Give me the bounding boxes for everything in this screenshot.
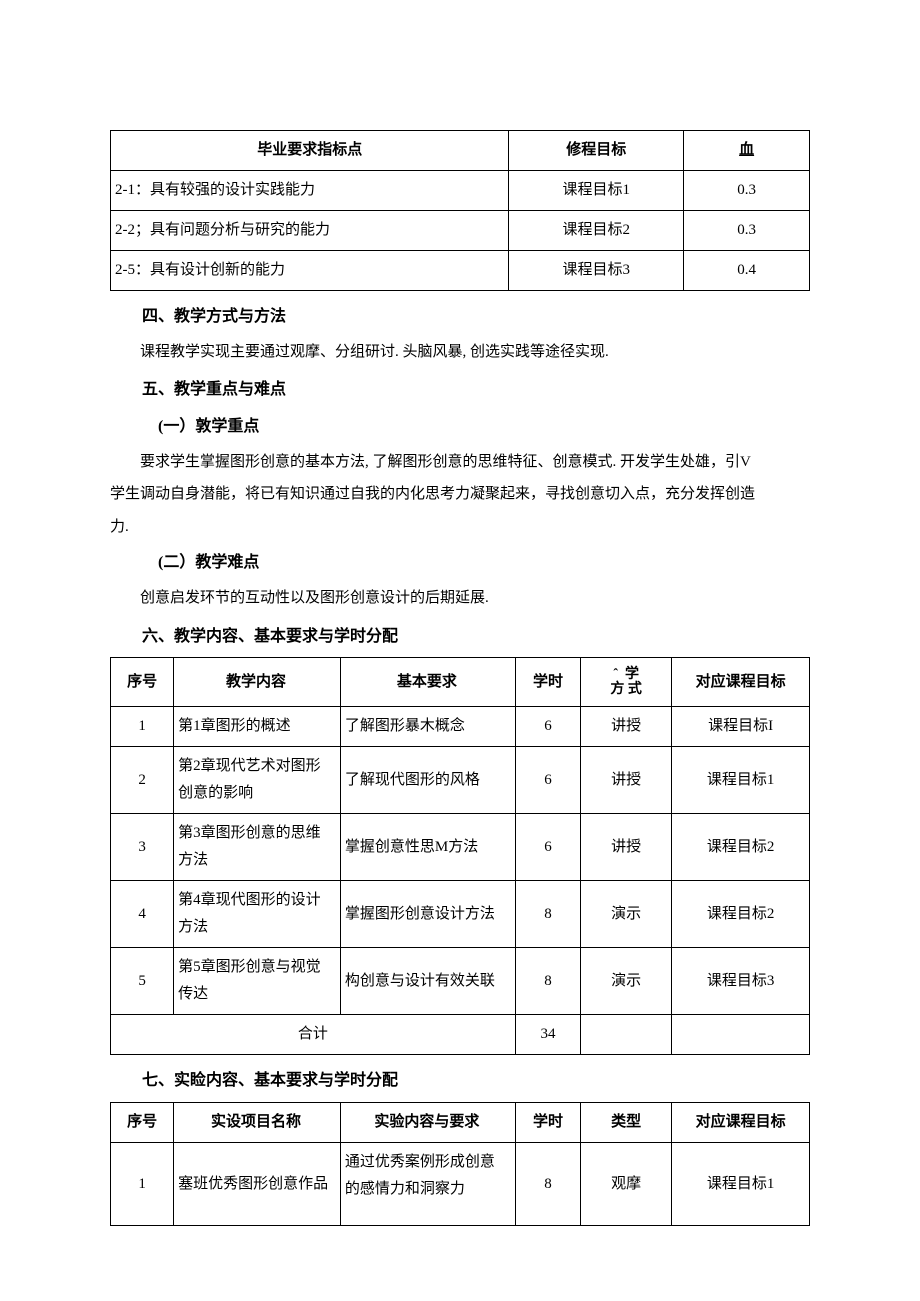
experiment-content-table: 序号 实设项目名称 实验内容与要求 学时 类型 对应课程目标 1 塞班优秀图形创…: [110, 1102, 810, 1226]
cell-req: 掌握图形创意设计方法: [340, 881, 515, 948]
cell-goal: 课程目标I: [672, 707, 810, 747]
header-goal: 对应课程目标: [672, 658, 810, 707]
total-label: 合计: [111, 1015, 516, 1055]
section4-body: 课程教学实现主要通过观摩、分组研讨. 头脑风暴, 创选实践等途径实现.: [110, 338, 810, 367]
cell-method: 演示: [581, 948, 672, 1015]
cell-num: 3: [111, 814, 174, 881]
section5-sub2-body: 创意启发环节的互动性以及图形创意设计的后期延展.: [110, 584, 810, 613]
section6-title: 六、教学内容、基本要求与学时分配: [110, 623, 810, 652]
cell-method: 讲授: [581, 747, 672, 814]
header-hours: 学时: [515, 658, 580, 707]
table-header-row: 毕业要求指标点 修程目标 血: [111, 131, 810, 171]
table-header-row: 序号 实设项目名称 实验内容与要求 学时 类型 对应课程目标: [111, 1103, 810, 1143]
header-weight: 血: [684, 131, 810, 171]
table-total-row: 合计 34: [111, 1015, 810, 1055]
table-header-row: 序号 教学内容 基本要求 学时 ˆ 学 方 式 对应课程目标: [111, 658, 810, 707]
section4-title: 四、教学方式与方法: [110, 303, 810, 332]
cell-content: 第1章图形的概述: [174, 707, 341, 747]
cell-hours: 6: [515, 747, 580, 814]
section5-sub1-body-1: 要求学生掌握图形创意的基本方法, 了解图形创意的思维特征、创意模式. 开发学生处…: [110, 448, 810, 477]
cell-goal: 课程目标3: [509, 251, 684, 291]
cell-goal: 课程目标2: [672, 814, 810, 881]
header-num: 序号: [111, 658, 174, 707]
cell-hours: 8: [515, 1143, 580, 1226]
header-indicator: 毕业要求指标点: [111, 131, 509, 171]
header-req: 实验内容与要求: [340, 1103, 515, 1143]
cell-weight: 0.3: [684, 211, 810, 251]
cell-weight: 0.4: [684, 251, 810, 291]
cell-goal: 课程目标2: [509, 211, 684, 251]
total-empty-method: [581, 1015, 672, 1055]
cell-content: 第4章现代图形的设计方法: [174, 881, 341, 948]
header-method: ˆ 学 方 式: [581, 658, 672, 707]
cell-num: 2: [111, 747, 174, 814]
cell-goal: 课程目标1: [672, 747, 810, 814]
cell-name: 塞班优秀图形创意作品: [174, 1143, 341, 1226]
section5-sub1-title: (一）敦学重点: [110, 413, 810, 442]
section5-title: 五、教学重点与难点: [110, 376, 810, 405]
cell-weight: 0.3: [684, 171, 810, 211]
section5-sub2-title: (二）教学难点: [110, 549, 810, 578]
cell-hours: 8: [515, 881, 580, 948]
cell-method: 讲授: [581, 814, 672, 881]
header-hours: 学时: [515, 1103, 580, 1143]
cell-req: 了解图形暴木概念: [340, 707, 515, 747]
cell-req: 掌握创意性思M方法: [340, 814, 515, 881]
cell-indicator: 2-2；具有问题分析与研究的能力: [111, 211, 509, 251]
table-row: 2-1：具有较强的设计实践能力 课程目标1 0.3: [111, 171, 810, 211]
cell-method: 讲授: [581, 707, 672, 747]
cell-hours: 6: [515, 707, 580, 747]
cell-method: 演示: [581, 881, 672, 948]
cell-goal: 课程目标3: [672, 948, 810, 1015]
cell-indicator: 2-5：具有设计创新的能力: [111, 251, 509, 291]
section7-title: 七、实睑内容、基本要求与学时分配: [110, 1067, 810, 1096]
cell-content: 第2章现代艺术对图形创意的影响: [174, 747, 341, 814]
cell-req: 通过优秀案例形成创意的感情力和洞察力: [340, 1143, 515, 1226]
cell-num: 1: [111, 707, 174, 747]
cell-type: 观摩: [581, 1143, 672, 1226]
cell-hours: 8: [515, 948, 580, 1015]
cell-indicator: 2-1：具有较强的设计实践能力: [111, 171, 509, 211]
header-method-l2: 方 式: [610, 682, 642, 697]
table-row: 2-2；具有问题分析与研究的能力 课程目标2 0.3: [111, 211, 810, 251]
header-name: 实设项目名称: [174, 1103, 341, 1143]
cell-content: 第5章图形创意与视觉传达: [174, 948, 341, 1015]
table-row: 3 第3章图形创意的思维方法 掌握创意性思M方法 6 讲授 课程目标2: [111, 814, 810, 881]
cell-req: 了解现代图形的风格: [340, 747, 515, 814]
table-row: 1 塞班优秀图形创意作品 通过优秀案例形成创意的感情力和洞察力 8 观摩 课程目…: [111, 1143, 810, 1226]
total-hours: 34: [515, 1015, 580, 1055]
table-row: 1 第1章图形的概述 了解图形暴木概念 6 讲授 课程目标I: [111, 707, 810, 747]
header-type: 类型: [581, 1103, 672, 1143]
header-num: 序号: [111, 1103, 174, 1143]
header-goal: 对应课程目标: [672, 1103, 810, 1143]
section5-sub1-body-3: 力.: [110, 513, 810, 542]
section5-sub1-body-2: 学生调动自身潜能，将已有知识通过自我的内化思考力凝聚起来，寻找创意切入点，充分发…: [110, 480, 810, 509]
table-row: 2 第2章现代艺术对图形创意的影响 了解现代图形的风格 6 讲授 课程目标1: [111, 747, 810, 814]
cell-content: 第3章图形创意的思维方法: [174, 814, 341, 881]
cell-num: 5: [111, 948, 174, 1015]
cell-hours: 6: [515, 814, 580, 881]
cell-num: 1: [111, 1143, 174, 1226]
cell-req: 构创意与设计有效关联: [340, 948, 515, 1015]
header-req: 基本要求: [340, 658, 515, 707]
cell-num: 4: [111, 881, 174, 948]
header-content: 教学内容: [174, 658, 341, 707]
table-row: 5 第5章图形创意与视觉传达 构创意与设计有效关联 8 演示 课程目标3: [111, 948, 810, 1015]
table-row: 2-5：具有设计创新的能力 课程目标3 0.4: [111, 251, 810, 291]
header-method-l1: 学: [625, 667, 639, 682]
graduation-requirements-table: 毕业要求指标点 修程目标 血 2-1：具有较强的设计实践能力 课程目标1 0.3…: [110, 130, 810, 291]
total-empty-goal: [672, 1015, 810, 1055]
header-method-top: ˆ: [613, 667, 618, 682]
teaching-content-table: 序号 教学内容 基本要求 学时 ˆ 学 方 式 对应课程目标 1 第1章图形的概…: [110, 657, 810, 1055]
cell-goal: 课程目标1: [509, 171, 684, 211]
cell-goal: 课程目标1: [672, 1143, 810, 1226]
cell-goal: 课程目标2: [672, 881, 810, 948]
header-goal: 修程目标: [509, 131, 684, 171]
table-row: 4 第4章现代图形的设计方法 掌握图形创意设计方法 8 演示 课程目标2: [111, 881, 810, 948]
